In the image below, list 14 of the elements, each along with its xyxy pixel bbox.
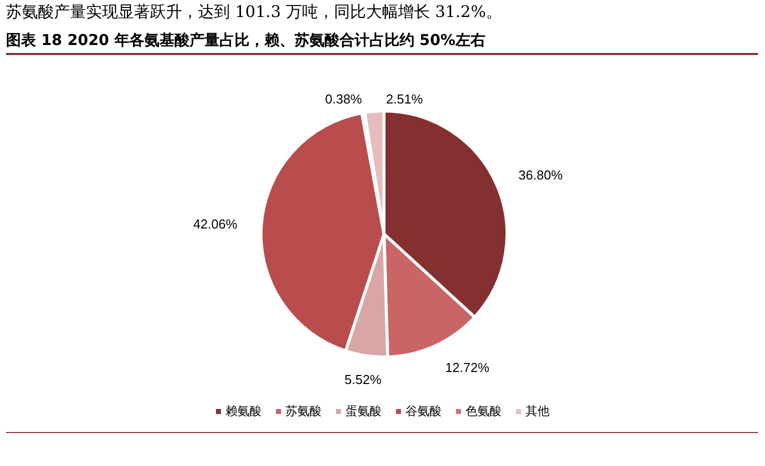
data-label: 2.51% bbox=[386, 92, 424, 106]
data-label: 5.52% bbox=[344, 372, 382, 387]
data-label: 42.06% bbox=[193, 216, 238, 232]
text: 苏氨酸产量实现显著跃升，达到 101.3 万吨，同比大幅增长 31.2%。 bbox=[6, 2, 502, 23]
data-label: 0.38% bbox=[325, 92, 362, 106]
data-label: 12.72% bbox=[445, 360, 490, 376]
legend-label: 苏氨酸 bbox=[286, 403, 322, 420]
chart-title: 图表 18 2020 年各氨基酸产量占比，赖、苏氨酸合计占比约 50%左右 bbox=[6, 31, 758, 55]
legend-label: 赖氨酸 bbox=[226, 403, 262, 420]
legend-label: 其他 bbox=[526, 403, 550, 420]
legend-label: 蛋氨酸 bbox=[346, 403, 382, 420]
data-label: 36.80% bbox=[518, 167, 564, 182]
legend-label: 色氨酸 bbox=[466, 403, 502, 420]
legend-label: 谷氨酸 bbox=[406, 403, 442, 420]
